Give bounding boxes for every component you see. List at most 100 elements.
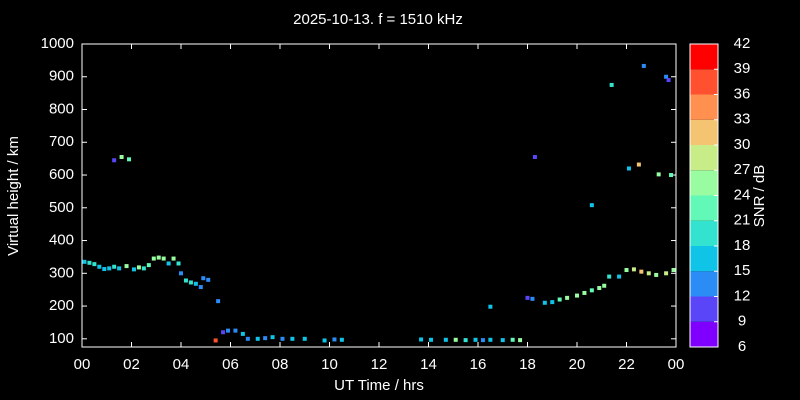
point xyxy=(107,266,112,271)
x-tick-label: 22 xyxy=(618,356,635,373)
x-tick-label: 00 xyxy=(668,356,685,373)
point xyxy=(124,264,129,269)
point xyxy=(480,338,485,343)
y-tick-label: 300 xyxy=(49,264,74,281)
point xyxy=(127,157,132,162)
point xyxy=(654,272,659,277)
colorbar-bin xyxy=(690,145,718,171)
colorbar-bin xyxy=(690,69,718,95)
point xyxy=(161,256,166,261)
point xyxy=(146,263,151,268)
x-axis-label: UT Time / hrs xyxy=(334,377,424,394)
point xyxy=(617,274,622,279)
point xyxy=(671,268,676,273)
x-tick-label: 08 xyxy=(272,356,289,373)
colorbar-tick-label: 24 xyxy=(734,186,751,203)
point xyxy=(102,267,107,272)
point xyxy=(183,278,188,283)
y-tick-label: 900 xyxy=(49,68,74,85)
x-tick-label: 04 xyxy=(173,356,190,373)
x-tick-label: 16 xyxy=(470,356,487,373)
point xyxy=(636,162,641,167)
x-tick-label: 00 xyxy=(74,356,91,373)
point xyxy=(542,300,547,305)
x-tick-label: 12 xyxy=(371,356,388,373)
colorbar-tick-label: 9 xyxy=(738,313,746,330)
point xyxy=(233,328,238,333)
point xyxy=(97,264,102,269)
point xyxy=(131,267,136,272)
point xyxy=(221,330,226,335)
point xyxy=(626,166,631,171)
point xyxy=(669,173,674,178)
point xyxy=(664,74,669,79)
point xyxy=(339,337,344,342)
x-tick-label: 14 xyxy=(420,356,437,373)
point xyxy=(156,255,161,260)
x-tick-label: 20 xyxy=(569,356,586,373)
point xyxy=(216,299,221,304)
point xyxy=(463,338,468,343)
point xyxy=(112,158,117,163)
point xyxy=(530,296,535,301)
point xyxy=(597,286,602,291)
point xyxy=(201,276,206,281)
y-tick-label: 400 xyxy=(49,232,74,249)
point xyxy=(188,280,193,285)
point xyxy=(322,338,327,343)
point xyxy=(641,63,646,68)
point xyxy=(302,336,307,341)
point xyxy=(589,288,594,293)
point xyxy=(87,260,92,265)
y-tick-label: 600 xyxy=(49,166,74,183)
point xyxy=(213,338,218,343)
point xyxy=(198,285,203,290)
point xyxy=(428,337,433,342)
point xyxy=(664,271,669,276)
colorbar-bin xyxy=(690,220,718,246)
colorbar-bin xyxy=(690,271,718,297)
point xyxy=(280,336,285,341)
point xyxy=(332,337,337,342)
point xyxy=(488,304,493,309)
y-tick-label: 800 xyxy=(49,100,74,117)
point xyxy=(270,335,275,340)
point xyxy=(179,271,183,276)
point xyxy=(82,259,87,264)
point xyxy=(141,266,146,271)
colorbar-bin xyxy=(690,170,718,196)
point xyxy=(589,203,594,208)
point xyxy=(117,266,122,271)
colorbar-tick-label: 42 xyxy=(734,35,751,52)
colorbar-tick-label: 15 xyxy=(734,262,751,279)
y-tick-label: 100 xyxy=(49,330,74,347)
point xyxy=(565,295,570,300)
point xyxy=(263,336,268,341)
point xyxy=(171,256,176,261)
point xyxy=(226,328,231,333)
point xyxy=(136,265,141,270)
point xyxy=(575,293,579,298)
colorbar-bin xyxy=(690,94,718,120)
colorbar-tick-label: 18 xyxy=(734,237,751,254)
colorbar-tick-label: 39 xyxy=(734,60,751,77)
point xyxy=(631,267,636,272)
point xyxy=(488,337,493,342)
point xyxy=(419,337,424,342)
point xyxy=(245,336,250,341)
colorbar-tick-label: 27 xyxy=(734,161,751,178)
colorbar-tick-label: 30 xyxy=(734,136,751,153)
colorbar-tick-label: 33 xyxy=(734,111,751,128)
point xyxy=(112,264,117,269)
colorbar-tick-label: 6 xyxy=(738,338,746,355)
y-tick-label: 1000 xyxy=(41,35,74,52)
point xyxy=(92,262,97,267)
point xyxy=(602,283,607,288)
point xyxy=(119,155,124,160)
colorbar-tick-label: 12 xyxy=(734,287,751,304)
y-tick-label: 200 xyxy=(49,297,74,314)
point xyxy=(656,172,661,177)
point xyxy=(646,271,651,276)
